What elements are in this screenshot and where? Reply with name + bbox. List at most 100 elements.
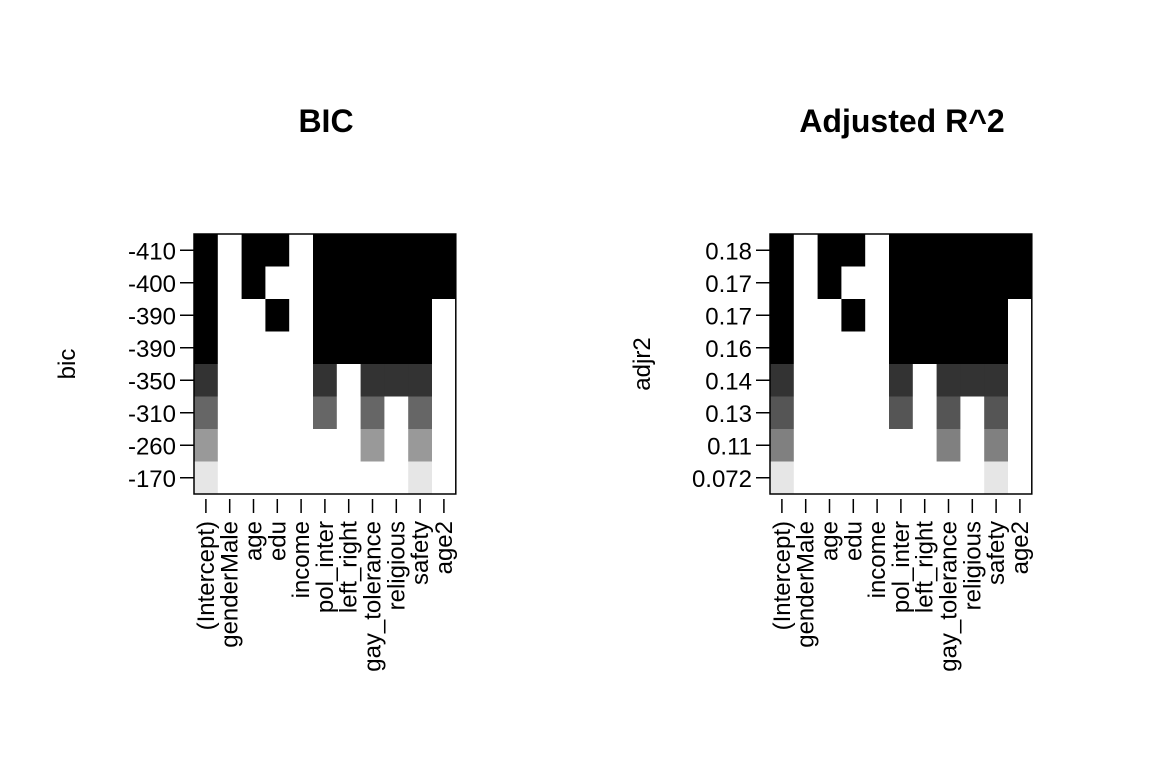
heatmap-cell	[793, 429, 819, 462]
heatmap-cell	[241, 266, 266, 300]
y-tick-label: 0.17	[705, 271, 752, 298]
heatmap-cell	[265, 234, 290, 267]
x-tick-label: safety	[983, 521, 1010, 585]
heatmap-cell	[313, 396, 338, 430]
heatmap-cell	[770, 299, 795, 332]
heatmap-cell	[336, 461, 362, 495]
heatmap-cell	[313, 364, 338, 397]
heatmap-cell	[313, 429, 338, 462]
heatmap-cell	[384, 234, 409, 267]
y-tick-label: -310	[128, 401, 176, 428]
heatmap-cell	[984, 266, 1009, 300]
heatmap-cell	[384, 396, 409, 430]
heatmap-cell	[936, 266, 961, 300]
heatmap-cell	[770, 364, 795, 397]
bic-panel: BIC -410 -400 -390 -390 -350 -310 -260 -170 bic (…	[54, 103, 458, 672]
x-tick-label: age2	[431, 521, 458, 574]
heatmap-cell	[408, 364, 433, 397]
heatmap-cell	[770, 331, 795, 365]
heatmap-cell	[265, 266, 290, 300]
y-tick-label: 0.18	[705, 238, 752, 265]
heatmap-cell	[289, 396, 314, 430]
heatmap-cell	[960, 364, 985, 397]
heatmap-cell	[289, 461, 314, 495]
heatmap-cell	[793, 396, 819, 430]
heatmap-cell	[265, 364, 290, 397]
heatmap-cell	[360, 266, 385, 300]
heatmap-cell	[936, 299, 961, 332]
heatmap-cell	[217, 396, 243, 430]
heatmap-cell	[1008, 266, 1033, 300]
heatmap-cell	[770, 461, 795, 495]
heatmap-cell	[384, 364, 409, 397]
y-tick-label: 0.11	[707, 433, 752, 460]
y-tick-label: -170	[128, 466, 176, 493]
x-tick-label: (Intercept)	[193, 521, 220, 630]
heatmap-cell	[984, 364, 1009, 397]
heatmap-cell	[1008, 331, 1033, 365]
x-tick-label: income	[288, 521, 315, 598]
heatmap-cell	[960, 234, 985, 267]
heatmap-cell	[241, 234, 266, 267]
heatmap-cell	[360, 299, 385, 332]
heatmap-cell	[889, 364, 914, 397]
heatmap-cell	[936, 429, 961, 462]
heatmap-cell	[817, 429, 842, 462]
heatmap-cell	[960, 429, 985, 462]
heatmap-cell	[936, 461, 961, 495]
heatmap-cell	[194, 429, 219, 462]
heatmap-cell	[817, 234, 842, 267]
heatmap-cell	[432, 364, 457, 397]
heatmap-cell	[408, 429, 433, 462]
heatmap-cell	[289, 299, 314, 332]
heatmap-cell	[889, 396, 914, 430]
heatmap-cell	[336, 299, 362, 332]
heatmap-cell	[793, 364, 819, 397]
heatmap-cell	[217, 234, 243, 267]
heatmap-cell	[912, 461, 938, 495]
heatmap-cell	[289, 429, 314, 462]
heatmap-cell	[865, 266, 890, 300]
heatmap-cell	[889, 299, 914, 332]
heatmap-cell	[912, 331, 938, 365]
x-tick-label: genderMale	[217, 521, 244, 648]
heatmap-cell	[817, 364, 842, 397]
heatmap-cell	[408, 461, 433, 495]
heatmap-cell	[912, 234, 938, 267]
heatmap-cell	[384, 331, 409, 365]
heatmap-cell	[336, 396, 362, 430]
heatmap-cell	[194, 266, 219, 300]
heatmap-cell	[793, 266, 819, 300]
heatmap-cell	[960, 396, 985, 430]
x-tick-label: gay_tolerance	[936, 521, 963, 672]
heatmap-cell	[889, 461, 914, 495]
x-tick-label: edu	[840, 521, 867, 561]
heatmap-cell	[912, 429, 938, 462]
x-tick-label: religious	[959, 521, 986, 610]
heatmap-cell	[241, 396, 266, 430]
y-tick-label: 0.14	[705, 368, 752, 395]
heatmap-cell	[336, 234, 362, 267]
heatmap-cell	[432, 396, 457, 430]
heatmap-cell	[241, 364, 266, 397]
heatmap-cell	[865, 364, 890, 397]
heatmap-cell	[912, 396, 938, 430]
x-tick-label: religious	[383, 521, 410, 610]
heatmap-cell	[817, 331, 842, 365]
heatmap-cell	[313, 234, 338, 267]
heatmap-cell	[984, 461, 1009, 495]
heatmap-cell	[865, 299, 890, 332]
heatmap-cell	[289, 331, 314, 365]
heatmap-cell	[793, 461, 819, 495]
heatmap-cell	[960, 299, 985, 332]
heatmap-cell	[313, 461, 338, 495]
heatmap-cell	[841, 234, 866, 267]
heatmap-cell	[1008, 234, 1033, 267]
heatmap-cell	[384, 299, 409, 332]
heatmap-cell	[889, 266, 914, 300]
x-tick-label: pol_inter	[312, 521, 339, 613]
chart-title: BIC	[298, 103, 353, 139]
heatmap-cell	[841, 461, 866, 495]
heatmap-cell	[1008, 461, 1033, 495]
